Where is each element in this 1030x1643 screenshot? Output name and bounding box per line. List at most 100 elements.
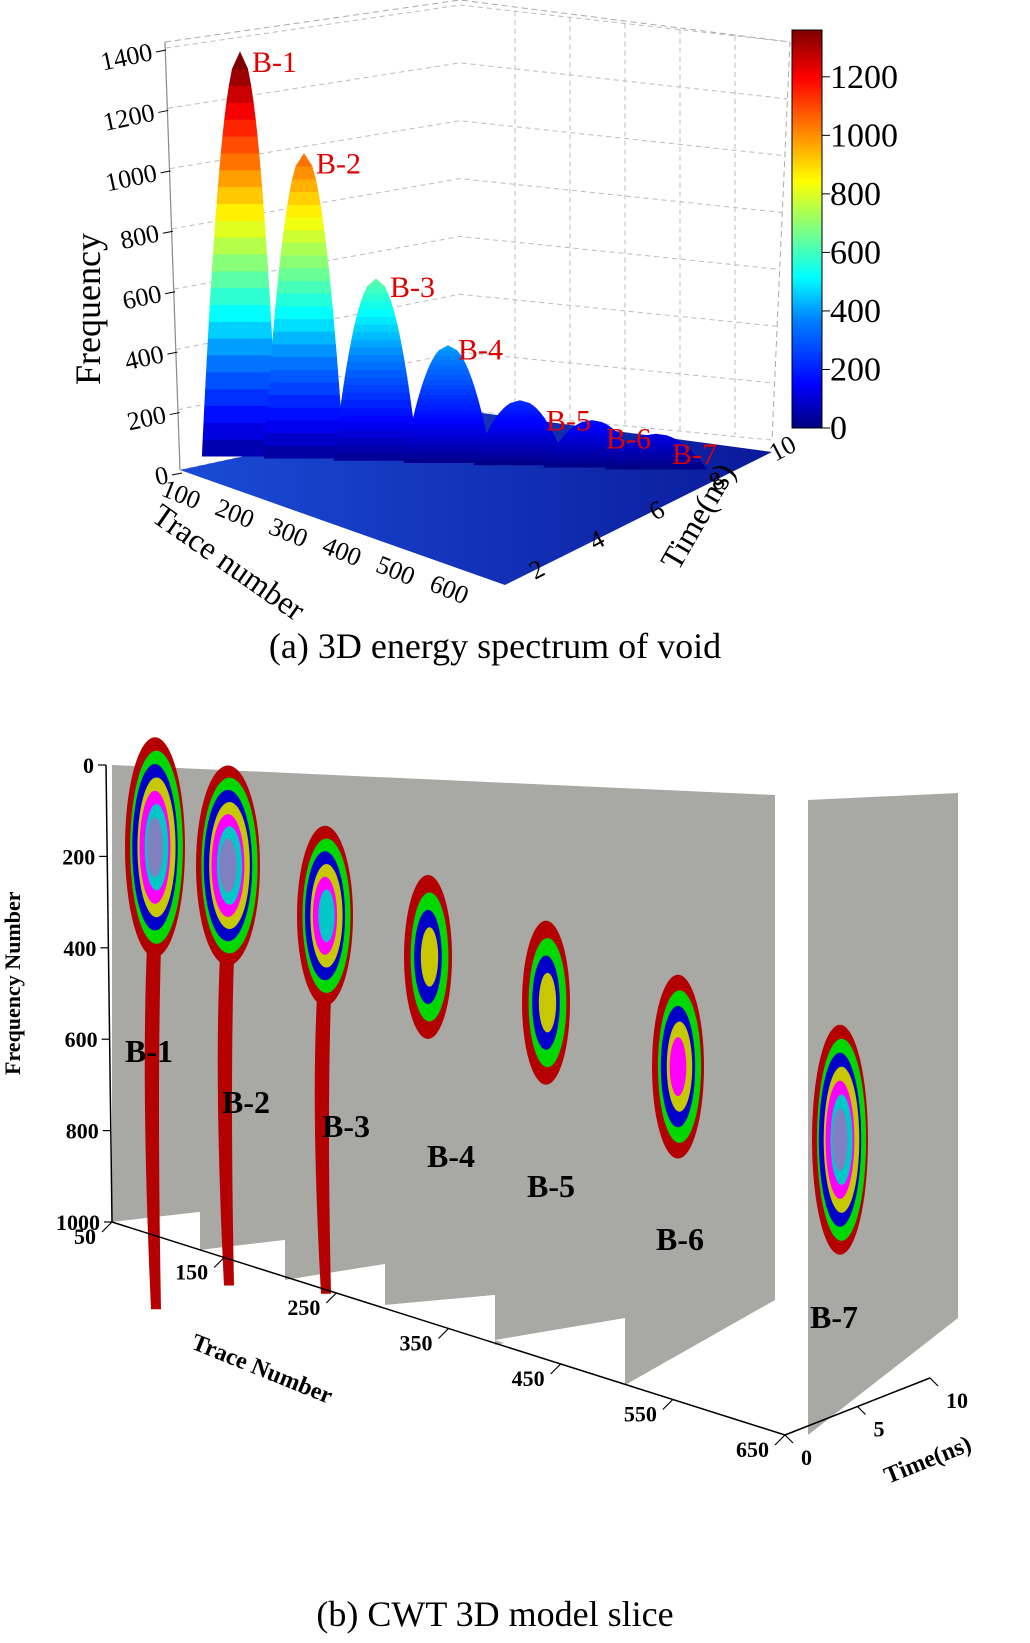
- panel-b-z-axis: [105, 764, 113, 1223]
- panel-a-peak-band: [407, 438, 489, 444]
- panel-a-peak-band: [292, 166, 316, 180]
- panel-a-peak-band: [267, 394, 341, 408]
- panel-b-energy-blob: [196, 765, 260, 1286]
- panel-a-z-tick: 1200: [100, 98, 157, 137]
- panel-b-slice-label: B-4: [427, 1138, 475, 1174]
- panel-a-peak-band: [415, 403, 481, 410]
- caption-a: (a) 3D energy spectrum of void: [269, 626, 721, 666]
- panel-a-peak-band: [412, 413, 484, 420]
- panel-b-floor-gap: [495, 1318, 625, 1385]
- panel-a-peak-label: B-7: [672, 438, 717, 471]
- panel-a-peak-band: [269, 369, 339, 383]
- panel-a-peak-band: [492, 419, 548, 423]
- panel-a-z-ticks: 0 200 400 600 800 1000 1200 1400: [98, 37, 183, 491]
- panel-b-x-tick-mark: [213, 1257, 225, 1268]
- panel-a-colorbar: [791, 29, 823, 429]
- panel-a-grid-line: [167, 62, 788, 109]
- panel-a-peak-band: [231, 51, 249, 70]
- panel-a-peak-label: B-4: [458, 334, 503, 367]
- panel-b-x-tick-mark: [550, 1363, 562, 1375]
- panel-a-peak: [201, 51, 279, 457]
- panel-a-x-tick: 200: [211, 493, 258, 534]
- panel-a-z-tick: 800: [118, 219, 162, 255]
- panel-a-peak-band: [341, 392, 411, 401]
- panel-b-x-tick: 50: [74, 1224, 96, 1249]
- panel-a-peak-band: [480, 443, 560, 447]
- panel-a-peak: [333, 278, 419, 461]
- panel-a-axis-line: [164, 41, 181, 471]
- panel-a-peak-band: [334, 445, 418, 454]
- panel-a-peak-band: [406, 442, 490, 449]
- panel-a-z-tick-mark: [169, 412, 180, 416]
- panel-a-peak-band: [500, 408, 540, 412]
- panel-b-z-tick: 600: [65, 1027, 98, 1052]
- panel-a-colorbar-tick: 400: [830, 293, 881, 330]
- panel-a-z-tick-mark: [171, 472, 183, 476]
- panel-a-peak-band: [276, 280, 332, 294]
- panel-b-x-tick-mark: [438, 1328, 449, 1339]
- panel-a-z-tick-mark: [160, 170, 171, 174]
- panel-b-y-label: Time(ns): [881, 1431, 976, 1489]
- panel-a-peak-band: [339, 407, 413, 416]
- panel-b-x-tick: 550: [624, 1402, 657, 1427]
- panel-b-z-ticks: 0 200 400 600 800 1000: [56, 753, 112, 1235]
- panel-a-peak-band: [645, 433, 667, 436]
- panel-b-z-tick: 1000: [56, 1210, 100, 1235]
- panel-a-z-tick-mark: [155, 49, 167, 53]
- panel-b-x-tick-mark: [101, 1221, 113, 1233]
- panel-b-energy-blob: [404, 874, 452, 1039]
- panel-b-x-tick: 450: [512, 1366, 545, 1391]
- panel-b-x-tick: 350: [400, 1331, 433, 1356]
- panel-b-z-tick: 800: [66, 1119, 99, 1144]
- panel-b-energy-blob: [522, 920, 570, 1085]
- panel-a-peak-band: [270, 356, 338, 370]
- panel-a-peak-band: [425, 369, 471, 376]
- panel-a-peak-band: [510, 400, 530, 404]
- panel-a-peak-band: [423, 374, 473, 381]
- caption-b: (b) CWT 3D model slice: [316, 1594, 673, 1634]
- panel-b-y-tick: 10: [946, 1388, 968, 1413]
- panel-a-peak-band: [272, 331, 336, 345]
- panel-b-z-tick: 400: [63, 936, 96, 961]
- panel-a-peak-band: [212, 237, 268, 255]
- panel-a-peak-band: [206, 354, 274, 373]
- panel-a-peak-band: [215, 203, 265, 221]
- panel-b-slice-label: B-3: [322, 1108, 370, 1144]
- panel-a-peak-band: [502, 405, 538, 409]
- panel-a-peak-label: B-6: [606, 422, 651, 455]
- panel-a-colorbar-tick: 600: [830, 234, 881, 271]
- panel-b-energy-blob: [652, 974, 704, 1159]
- panel-a-x-tick: 400: [319, 531, 366, 572]
- panel-a-peak-labels: B-1 B-2 B-3 B-4 B-5 B-6 B-7: [252, 46, 717, 471]
- panel-b-contour-ring: [832, 1108, 848, 1171]
- panel-a-peak-band: [283, 216, 325, 231]
- panel-a-peak-band: [498, 411, 542, 415]
- panel-a-z-tick: 1400: [98, 37, 155, 76]
- panel-a-peak-band: [413, 408, 483, 415]
- panel-a-colorbar-tick: 1000: [830, 117, 898, 154]
- panel-b-slice-label: B-5: [527, 1168, 575, 1204]
- panel-a-peak-band: [505, 402, 535, 407]
- panel-a-grid-line: [171, 178, 783, 230]
- panel-a-peak-band: [349, 339, 403, 348]
- panel-a-peak-band: [352, 324, 400, 333]
- panel-a-peak-band: [488, 427, 552, 431]
- panel-a-peak-band: [489, 424, 551, 428]
- panel-a-peak-band: [203, 405, 277, 423]
- panel-a-colorbar-tick: 800: [830, 176, 881, 213]
- panel-b-slice-labels: B-1 B-2 B-3 B-4 B-5 B-6 B-7: [125, 1033, 858, 1335]
- panel-a-colorbar-tick: 1200: [830, 59, 898, 96]
- panel-a-peak-band: [289, 178, 319, 193]
- panel-a-peak-band: [496, 413, 544, 417]
- panel-a-peak-band: [343, 376, 409, 386]
- panel-a-peak-band: [438, 345, 458, 351]
- panel-a-peak-band: [366, 278, 386, 287]
- panel-a-peak: [605, 433, 707, 470]
- panel-a-peak-band: [336, 429, 416, 439]
- panel-a-peak-label: B-5: [546, 405, 591, 438]
- panel-a-peak-band: [405, 447, 491, 454]
- panel-a-peak-band: [338, 414, 414, 423]
- panel-a-peak-band: [478, 448, 562, 452]
